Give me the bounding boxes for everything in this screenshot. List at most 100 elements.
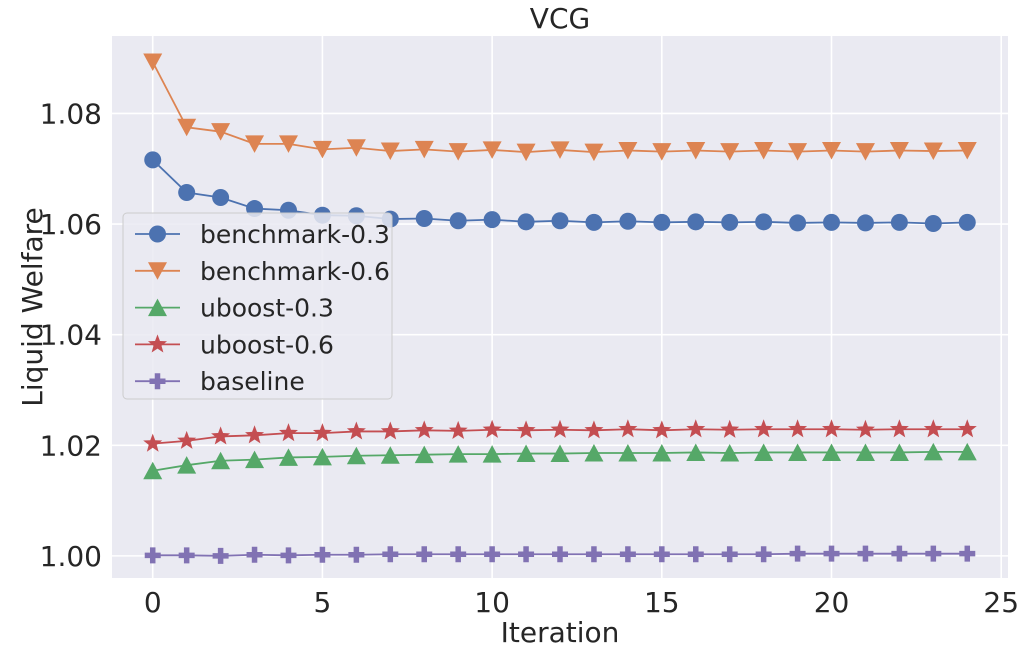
data-point [788, 419, 808, 438]
data-point [957, 442, 977, 461]
legend-entry-uboost-0-6: uboost-0.6 [135, 330, 334, 359]
data-point [720, 143, 740, 161]
data-point [855, 443, 875, 461]
data-point [855, 419, 875, 438]
data-point [178, 184, 196, 202]
data-point [925, 545, 942, 562]
data-point [143, 53, 163, 71]
data-point [448, 445, 468, 463]
data-point [177, 430, 197, 449]
data-point [144, 547, 161, 564]
data-point [585, 213, 603, 231]
y-tick-label: 1.06 [40, 208, 102, 241]
data-point [687, 213, 705, 231]
data-point [450, 546, 467, 563]
legend-label: baseline [200, 367, 305, 396]
data-point [923, 142, 943, 161]
data-point [278, 423, 298, 442]
x-axis-label: Iteration [501, 616, 620, 649]
data-point [652, 444, 672, 462]
data-point [312, 447, 332, 466]
data-point [346, 139, 366, 157]
data-point [923, 419, 943, 438]
data-point [280, 547, 297, 564]
data-point [957, 141, 977, 160]
data-point [619, 546, 636, 563]
data-point [449, 212, 467, 230]
data-point [958, 213, 976, 231]
data-point [822, 443, 842, 461]
data-point [889, 443, 909, 461]
data-point [720, 419, 740, 438]
data-point [618, 444, 638, 462]
data-point [584, 444, 604, 462]
data-point [414, 445, 434, 464]
data-point [516, 143, 536, 162]
data-point [177, 118, 197, 137]
data-point [483, 211, 501, 229]
data-point [889, 419, 909, 438]
x-tick-label: 10 [474, 586, 510, 619]
data-point [414, 140, 434, 159]
data-point [380, 421, 400, 440]
data-point [312, 140, 332, 159]
data-point [720, 444, 740, 462]
data-point [924, 214, 942, 232]
data-point [686, 419, 706, 438]
data-point [245, 450, 265, 469]
data-point [177, 456, 197, 474]
data-point [516, 444, 536, 463]
data-point [618, 141, 638, 160]
legend-label: uboost-0.3 [200, 294, 334, 323]
data-point [482, 419, 502, 438]
data-point [923, 442, 943, 461]
data-point [278, 135, 298, 153]
data-point [312, 423, 332, 442]
data-point [212, 547, 229, 564]
data-point [619, 212, 637, 230]
x-tick-label: 25 [983, 586, 1019, 619]
data-point [143, 433, 163, 452]
x-tick-label: 20 [814, 586, 850, 619]
data-point [721, 546, 738, 563]
data-point [822, 141, 842, 160]
data-point [245, 135, 265, 153]
data-point [653, 213, 671, 231]
data-point [517, 213, 535, 231]
data-point [382, 546, 399, 563]
data-point [891, 545, 908, 562]
data-point [618, 419, 638, 438]
data-point [789, 214, 807, 232]
data-point [585, 546, 602, 563]
data-point [755, 213, 773, 231]
y-tick-label: 1.08 [40, 97, 102, 130]
data-point [890, 213, 908, 231]
series-benchmark-0-6 [143, 53, 977, 162]
data-point [314, 546, 331, 563]
legend-marker [149, 373, 166, 390]
data-point [346, 421, 366, 440]
data-point [686, 141, 706, 160]
series-uboost-0-6 [143, 419, 977, 452]
data-point [788, 143, 808, 161]
data-point [552, 546, 568, 563]
legend-entry-baseline: baseline [135, 367, 305, 396]
data-point [857, 545, 874, 562]
data-point [448, 143, 468, 161]
data-point [246, 546, 263, 563]
data-point [754, 141, 774, 160]
data-point [144, 151, 162, 169]
chart-title: VCG [530, 2, 590, 35]
legend-label: uboost-0.6 [200, 330, 334, 359]
data-point [178, 547, 195, 564]
tick-labels: 0 5 10 15 20 25 1.00 1.02 1.04 1.06 1.08 [40, 97, 1019, 619]
y-tick-label: 1.04 [40, 319, 102, 352]
data-point [550, 444, 570, 463]
data-point [789, 545, 806, 562]
data-point [957, 419, 977, 438]
data-point [755, 546, 772, 563]
x-tick-label: 0 [144, 586, 162, 619]
data-point [584, 420, 604, 439]
data-point [959, 545, 976, 562]
